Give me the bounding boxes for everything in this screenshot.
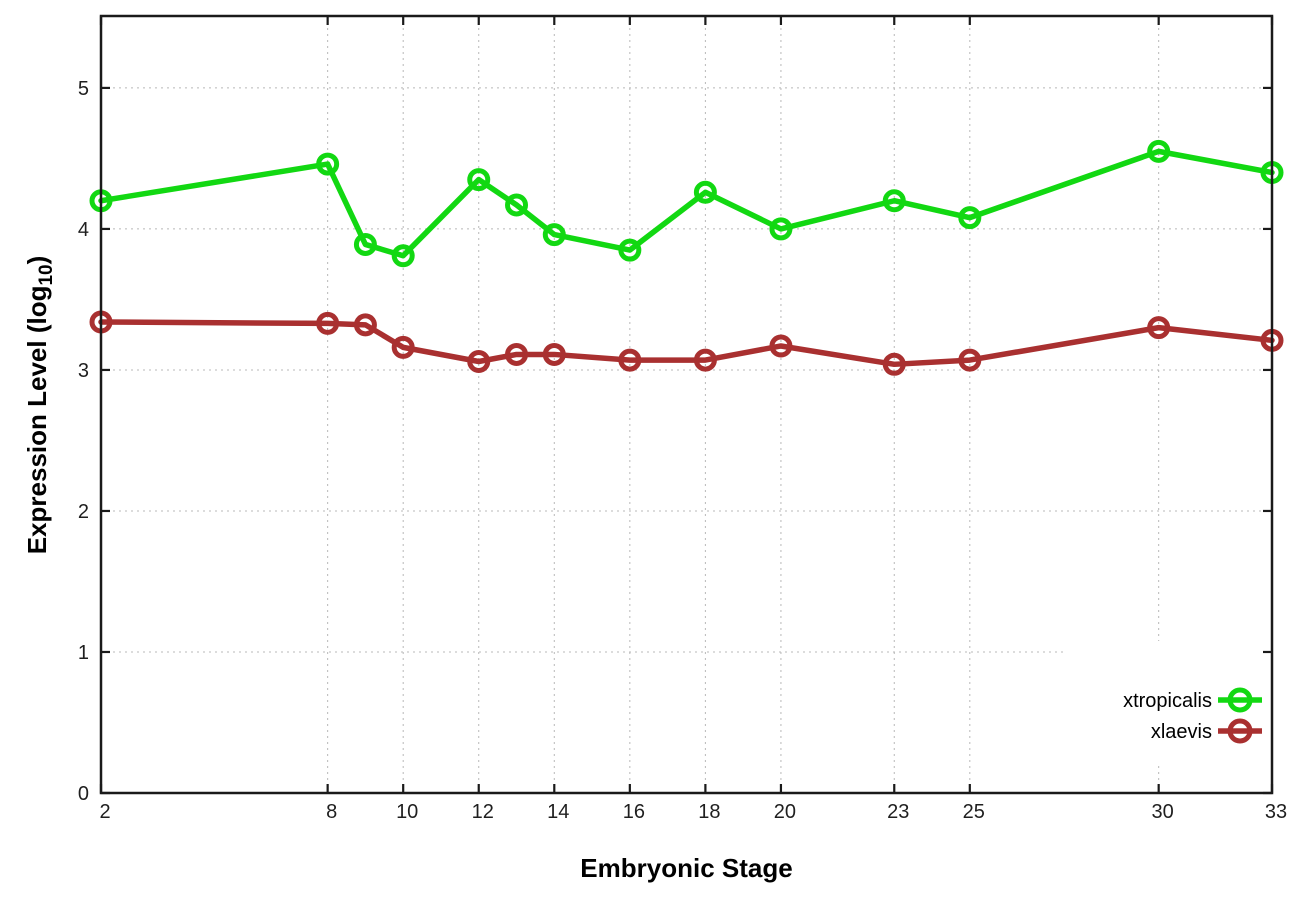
marker-xtropicalis-stage-8	[316, 152, 340, 176]
x-tick-label-23: 23	[887, 801, 909, 823]
marker-xlaevis-stage-16	[618, 348, 642, 372]
x-tick-label-33: 33	[1265, 801, 1287, 823]
marker-xtropicalis-stage-13	[505, 193, 529, 217]
x-axis-title: Embryonic Stage	[580, 853, 792, 883]
series-line-xtropicalis	[98, 148, 1275, 259]
x-tick-label-14: 14	[547, 801, 569, 823]
legend-marker-xtropicalis	[1227, 687, 1253, 713]
marker-xtropicalis-stage-23	[882, 189, 906, 213]
legend-label-xtropicalis: xtropicalis	[1123, 690, 1212, 712]
x-tick-label-2: 2	[99, 801, 110, 823]
legend: xtropicalis xlaevis	[1123, 687, 1262, 744]
marker-xtropicalis-stage-14	[542, 223, 566, 247]
x-tick-label-25: 25	[963, 801, 985, 823]
marker-xlaevis-stage-20	[769, 334, 793, 358]
marker-xlaevis-stage-14	[542, 342, 566, 366]
y-tick-label-1: 1	[78, 642, 89, 664]
x-tick-label-10: 10	[396, 801, 418, 823]
y-axis-title-close: )	[22, 256, 52, 265]
y-tick-label-5: 5	[78, 78, 89, 100]
x-tick-label-16: 16	[623, 801, 645, 823]
marker-xlaevis-stage-8	[316, 311, 340, 335]
y-tick-label-0: 0	[78, 783, 89, 805]
marker-xlaevis-stage-10	[391, 335, 415, 359]
x-tick-label-30: 30	[1152, 801, 1174, 823]
marker-xtropicalis-stage-20	[769, 217, 793, 241]
y-tick-label-4: 4	[78, 219, 89, 241]
marker-xtropicalis-stage-30	[1147, 139, 1171, 163]
marker-xlaevis-stage-13	[505, 342, 529, 366]
y-tick-label-3: 3	[78, 360, 89, 382]
marker-xtropicalis-stage-9	[353, 232, 377, 256]
marker-xlaevis-stage-23	[882, 352, 906, 376]
plot-border	[99, 14, 1274, 795]
marker-xlaevis-stage-30	[1147, 316, 1171, 340]
marker-xtropicalis-stage-25	[958, 206, 982, 230]
y-axis-title-subscript: 10	[36, 264, 57, 285]
tick-marks	[99, 16, 1274, 795]
marker-xtropicalis-stage-18	[693, 180, 717, 204]
series-line-xlaevis	[98, 319, 1275, 368]
plot-frame	[99, 14, 1274, 795]
x-tick-label-18: 18	[698, 801, 720, 823]
marker-xlaevis-stage-18	[693, 348, 717, 372]
legend-label-xlaevis: xlaevis	[1151, 721, 1212, 743]
marker-xtropicalis-stage-10	[391, 244, 415, 268]
data-series	[89, 139, 1284, 376]
y-axis-title: Expression Level (log10)	[22, 256, 57, 555]
y-tick-label-2: 2	[78, 501, 89, 523]
marker-xtropicalis-stage-12	[467, 168, 491, 192]
marker-xlaevis-stage-25	[958, 348, 982, 372]
x-tick-label-12: 12	[472, 801, 494, 823]
x-tick-label-20: 20	[774, 801, 796, 823]
legend-marker-xlaevis	[1227, 718, 1253, 744]
marker-xlaevis-stage-12	[467, 349, 491, 373]
marker-xlaevis-stage-9	[353, 313, 377, 337]
x-tick-label-8: 8	[326, 801, 337, 823]
marker-xtropicalis-stage-16	[618, 238, 642, 262]
